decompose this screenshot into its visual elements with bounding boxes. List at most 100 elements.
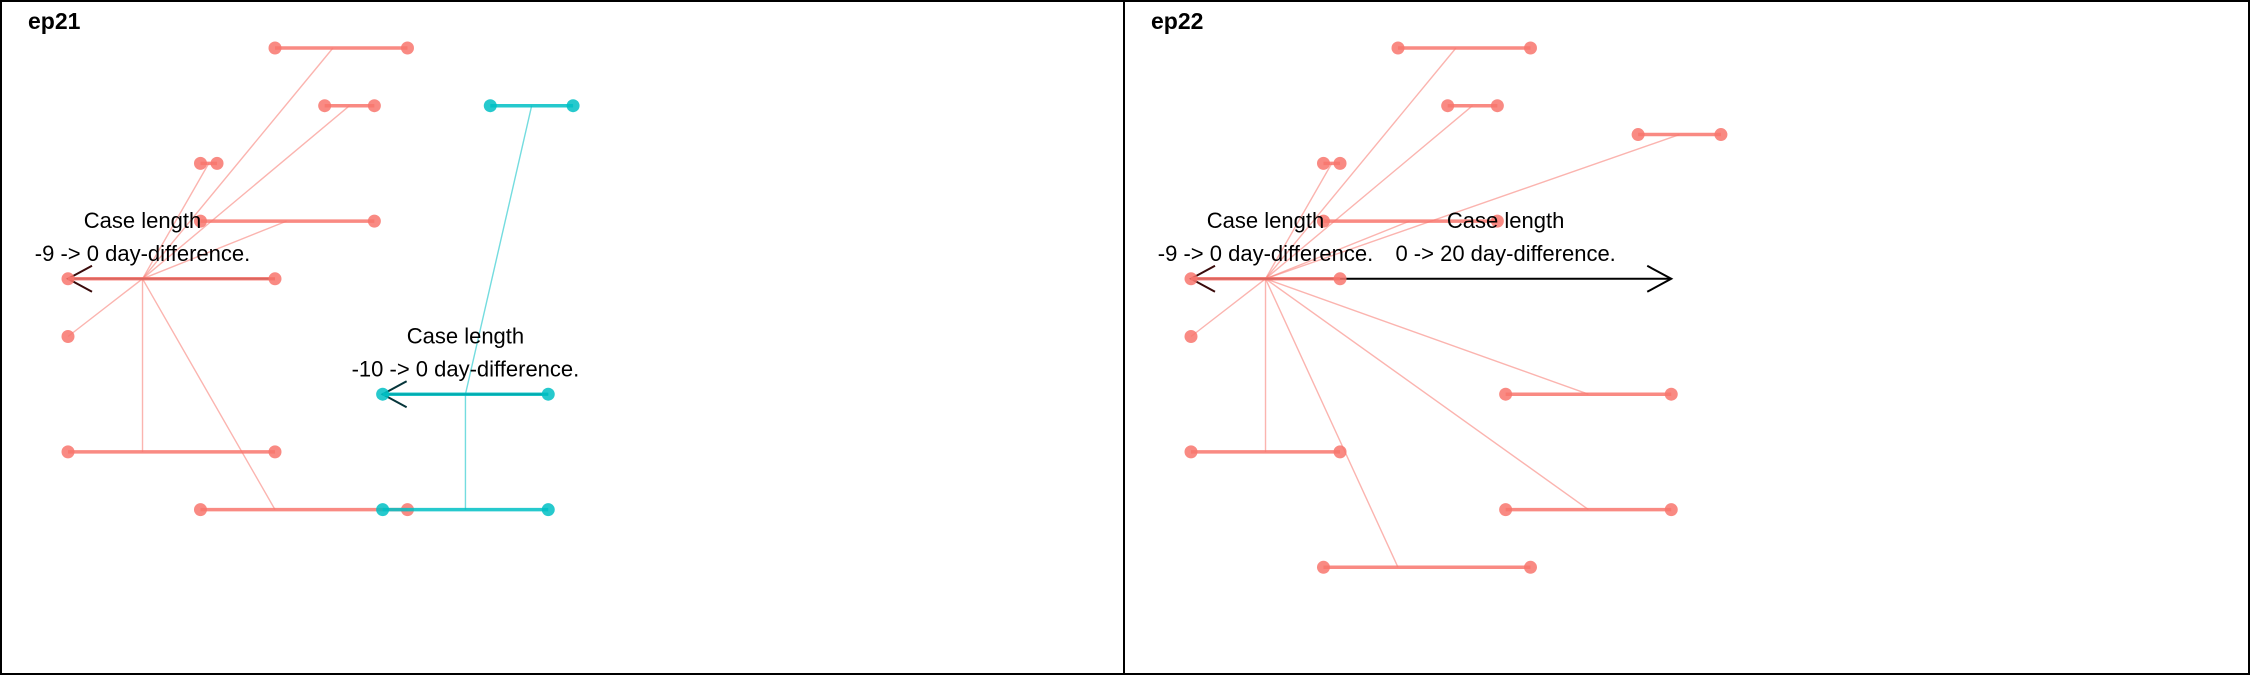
segment-start-point: [1316, 214, 1330, 228]
segment-start-point: [61, 272, 75, 286]
segment-start-point: [1499, 387, 1513, 401]
segment-end-point: [1333, 445, 1347, 459]
segment-start-point: [483, 99, 497, 113]
record-segment: [1631, 128, 1728, 142]
link-line: [464, 105, 533, 395]
episode-plot: Case length -9 -> 0 day-difference. Case l…: [1158, 41, 1728, 574]
record-segment: [61, 272, 282, 286]
segment-start-point: [1316, 156, 1330, 170]
segment-start-point: [376, 503, 390, 517]
panel-title: ep21: [28, 8, 81, 34]
link-line: [141, 47, 334, 280]
segment-start-point: [1631, 128, 1645, 142]
link-line: [142, 220, 287, 280]
record-segment: [376, 503, 555, 517]
record-segment: [376, 387, 555, 401]
record-segment: [61, 445, 282, 459]
segment-end-point: [367, 99, 381, 113]
episode-plot: Case length -9 -> 0 day-difference. Case l…: [35, 41, 580, 517]
segment-start-point: [193, 156, 207, 170]
link-layer: [67, 47, 533, 510]
link-line: [141, 278, 276, 510]
record-segment: [61, 330, 75, 343]
segment-end-point: [210, 156, 224, 170]
record-segment: [268, 41, 414, 55]
annotation-detail: -10 -> 0 day-difference.: [352, 357, 580, 382]
segment-start-point: [1391, 41, 1405, 55]
link-line: [67, 278, 143, 338]
segment-start-point: [318, 99, 332, 113]
segment-end-point: [1490, 99, 1504, 113]
record-segment: [1184, 272, 1347, 286]
panel-ep22: ep22 Case length -9 -> 0 day-difference. C…: [1123, 0, 2250, 675]
segment-layer: [61, 41, 580, 517]
segment-end-point: [268, 272, 282, 286]
record-segment: [193, 214, 381, 228]
panel-title: ep22: [1151, 8, 1204, 34]
annotation-title: Case length: [1207, 208, 1324, 233]
segment-end-point: [1664, 503, 1678, 517]
annotation-layer: Case length -9 -> 0 day-difference. Case l…: [1158, 208, 1616, 266]
segment-end-point: [268, 445, 282, 459]
record-segment: [1391, 41, 1537, 55]
segment-end-point: [1714, 128, 1728, 142]
record-segment: [1184, 445, 1347, 459]
link-line: [1264, 163, 1333, 280]
link-line: [1264, 278, 1399, 568]
segment-start-point: [193, 503, 207, 517]
annotation-detail: -9 -> 0 day-difference.: [35, 241, 250, 266]
panel-ep21: ep21 Case length -9 -> 0 day-difference. C…: [0, 0, 1125, 675]
segment-end-point: [400, 41, 414, 55]
segment-start-point: [1499, 503, 1513, 517]
link-line: [1265, 105, 1473, 280]
link-line: [1190, 278, 1266, 338]
segment-end-point: [1523, 560, 1537, 574]
segment-end-point: [1523, 41, 1537, 55]
record-segment: [1499, 387, 1678, 401]
record-segment: [1441, 99, 1504, 113]
segment-end-point: [1333, 156, 1347, 170]
annotation-title: Case length: [407, 324, 524, 349]
arrow-head: [1646, 264, 1674, 293]
segment-start-point: [61, 330, 75, 343]
link-line: [141, 163, 210, 280]
segment-end-point: [541, 387, 555, 401]
record-segment: [1316, 156, 1347, 170]
segment-start-point: [193, 214, 207, 228]
segment-end-point: [1490, 214, 1504, 228]
record-segment: [193, 156, 224, 170]
annotation-title: Case length: [84, 208, 201, 233]
segment-start-point: [1184, 272, 1198, 286]
record-segment: [1316, 214, 1504, 228]
segment-end-point: [1333, 272, 1347, 286]
record-segment: [1499, 503, 1678, 517]
record-segment: [1184, 330, 1198, 343]
segment-start-point: [61, 445, 75, 459]
segment-start-point: [268, 41, 282, 55]
segment-start-point: [1316, 560, 1330, 574]
link-line: [142, 105, 350, 280]
segment-end-point: [541, 503, 555, 517]
segment-layer: [1184, 41, 1728, 574]
link-line: [1265, 133, 1680, 280]
annotation-detail: 0 -> 20 day-difference.: [1395, 241, 1615, 266]
annotation-detail: -9 -> 0 day-difference.: [1158, 241, 1373, 266]
segment-start-point: [1441, 99, 1455, 113]
annotation-title: Case length: [1447, 208, 1564, 233]
link-line: [1265, 278, 1589, 511]
case-length-arrow: [1340, 264, 1674, 293]
annotation-layer: Case length -9 -> 0 day-difference. Case l…: [35, 208, 579, 381]
segment-start-point: [376, 387, 390, 401]
record-segment: [1316, 560, 1537, 574]
segment-start-point: [1184, 330, 1198, 343]
record-segment: [318, 99, 381, 113]
link-layer: [1190, 47, 1680, 568]
record-segment: [483, 99, 580, 113]
link-line: [1265, 220, 1410, 280]
segment-start-point: [1184, 445, 1198, 459]
link-line: [1264, 47, 1457, 280]
segment-end-point: [367, 214, 381, 228]
segment-end-point: [1664, 387, 1678, 401]
link-line: [1265, 278, 1589, 395]
segment-end-point: [566, 99, 580, 113]
